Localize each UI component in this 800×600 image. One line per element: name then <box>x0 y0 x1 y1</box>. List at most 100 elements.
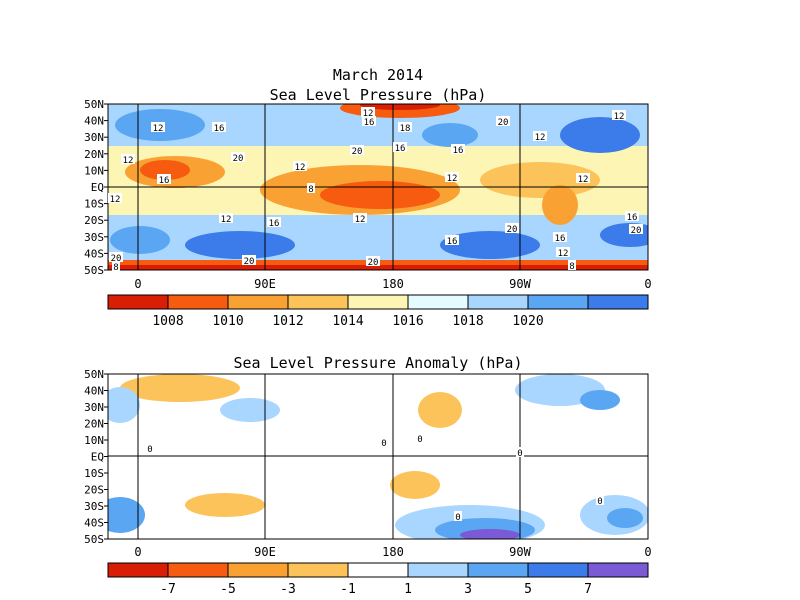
contour-label: 0 <box>381 439 386 449</box>
contour-label: 18 <box>400 124 411 134</box>
colorbar-swatch <box>587 562 649 578</box>
contour-label: 8 <box>308 185 313 195</box>
latitude-label: 20S <box>84 214 104 227</box>
colorbar-label: 1 <box>404 582 412 597</box>
contour-label: 12 <box>558 249 569 259</box>
contour-label: 12 <box>221 215 232 225</box>
contour-label: 12 <box>614 112 625 122</box>
contour-label: 12 <box>153 124 164 134</box>
contour-label: 16 <box>555 234 566 244</box>
contour-label-bg <box>625 211 639 221</box>
contour-label-bg <box>121 154 135 164</box>
contour-label-bg <box>267 217 281 227</box>
colorbar-swatch <box>587 294 649 310</box>
latitude-label: 40N <box>84 115 104 128</box>
latitude-label: 50S <box>84 264 104 277</box>
contour-label: 20 <box>111 254 122 264</box>
contour-label: 20 <box>631 226 642 236</box>
colorbar-swatch <box>407 562 469 578</box>
longitude-label: 0 <box>134 277 141 291</box>
latitude-label: 40S <box>84 247 104 260</box>
contour-label: 20 <box>507 225 518 235</box>
longitude-label: 0 <box>644 277 651 291</box>
contour-label-bg <box>576 173 590 183</box>
colorbar-swatch <box>347 562 409 578</box>
contour-label: 0 <box>455 513 460 523</box>
latitude-label: 20S <box>84 484 104 497</box>
contour-label-bg <box>212 122 226 132</box>
latitude-label: 20N <box>84 418 104 431</box>
contour-label: 16 <box>627 213 638 223</box>
contour-label: 12 <box>355 215 366 225</box>
latitude-label: 50N <box>84 368 104 381</box>
colorbar-swatch <box>347 294 409 310</box>
contour-label-bg <box>445 172 459 182</box>
colorbar-swatch <box>167 562 229 578</box>
contour-label: 20 <box>244 257 255 267</box>
contour-label: 12 <box>578 175 589 185</box>
contour-label-bg <box>533 131 547 141</box>
latitude-label: 30N <box>84 401 104 414</box>
contour-label-bg <box>556 247 570 257</box>
colorbar-swatch <box>107 294 169 310</box>
contour-label: 16 <box>159 176 170 186</box>
latitude-label: EQ <box>91 451 104 464</box>
longitude-label: 90W <box>509 545 531 559</box>
colorbar-label: -1 <box>340 582 356 597</box>
contour-label-bg <box>353 213 367 223</box>
colorbar-swatch <box>287 562 349 578</box>
colorbar-swatch <box>527 562 589 578</box>
colorbar-label: 5 <box>524 582 532 597</box>
contour-label: 12 <box>447 174 458 184</box>
contour-label-bg <box>108 193 122 203</box>
contour-label-bg <box>242 255 256 265</box>
contour-label-bg <box>362 116 376 126</box>
colorbar-swatch <box>467 294 529 310</box>
colorbar-label: 1008 <box>152 314 183 329</box>
contour-label-bg <box>112 261 120 271</box>
longitude-label: 90W <box>509 277 531 291</box>
contour-label: 0 <box>147 445 152 455</box>
contour-label-bg <box>516 447 524 457</box>
latitude-label: 20N <box>84 148 104 161</box>
colorbar-label: 1020 <box>512 314 543 329</box>
contour-label-bg <box>454 511 462 521</box>
contour-label: 12 <box>363 109 374 119</box>
contour-label-bg <box>219 213 233 223</box>
contour-label-bg <box>612 110 626 120</box>
contour-label: 16 <box>453 146 464 156</box>
contour-label-bg <box>568 260 576 270</box>
contour-label: 12 <box>295 163 306 173</box>
contour-label-bg <box>596 495 604 505</box>
top-panel-title: Sea Level Pressure (hPa) <box>270 86 487 104</box>
bottom-panel-title: Sea Level Pressure Anomaly (hPa) <box>234 354 523 372</box>
colorbar-label: -5 <box>220 582 236 597</box>
contour-label-bg <box>157 174 171 184</box>
contour-label: 12 <box>123 156 134 166</box>
contour-label-bg <box>293 161 307 171</box>
contour-label: 16 <box>364 118 375 128</box>
contour-label-bg <box>151 122 165 132</box>
slp-anomaly-map <box>108 374 648 539</box>
latitude-label: 10N <box>84 164 104 177</box>
latitude-label: 40S <box>84 517 104 530</box>
longitude-labels: 0 90E 180 90W 0 <box>134 545 651 559</box>
contour-label: 16 <box>447 237 458 247</box>
contour-label: 20 <box>233 154 244 164</box>
colorbar-swatch <box>467 562 529 578</box>
latitude-label: 50N <box>84 98 104 111</box>
colorbar-swatch <box>107 562 169 578</box>
contour-label-bg <box>361 107 375 117</box>
contour-label-bg <box>307 183 315 193</box>
longitude-label: 180 <box>382 277 404 291</box>
latitude-labels: 50N 40N 30N 20N 10N EQ 10S 20S 30S 40S 50S <box>84 98 108 277</box>
latitude-label: EQ <box>91 181 104 194</box>
longitude-label: 180 <box>382 545 404 559</box>
latitude-label: 40N <box>84 385 104 398</box>
contour-label-bg <box>109 252 123 262</box>
contour-label-bg <box>398 122 412 132</box>
colorbar-swatch <box>227 294 289 310</box>
latitude-label: 30S <box>84 231 104 244</box>
contour-label: 12 <box>110 195 121 205</box>
